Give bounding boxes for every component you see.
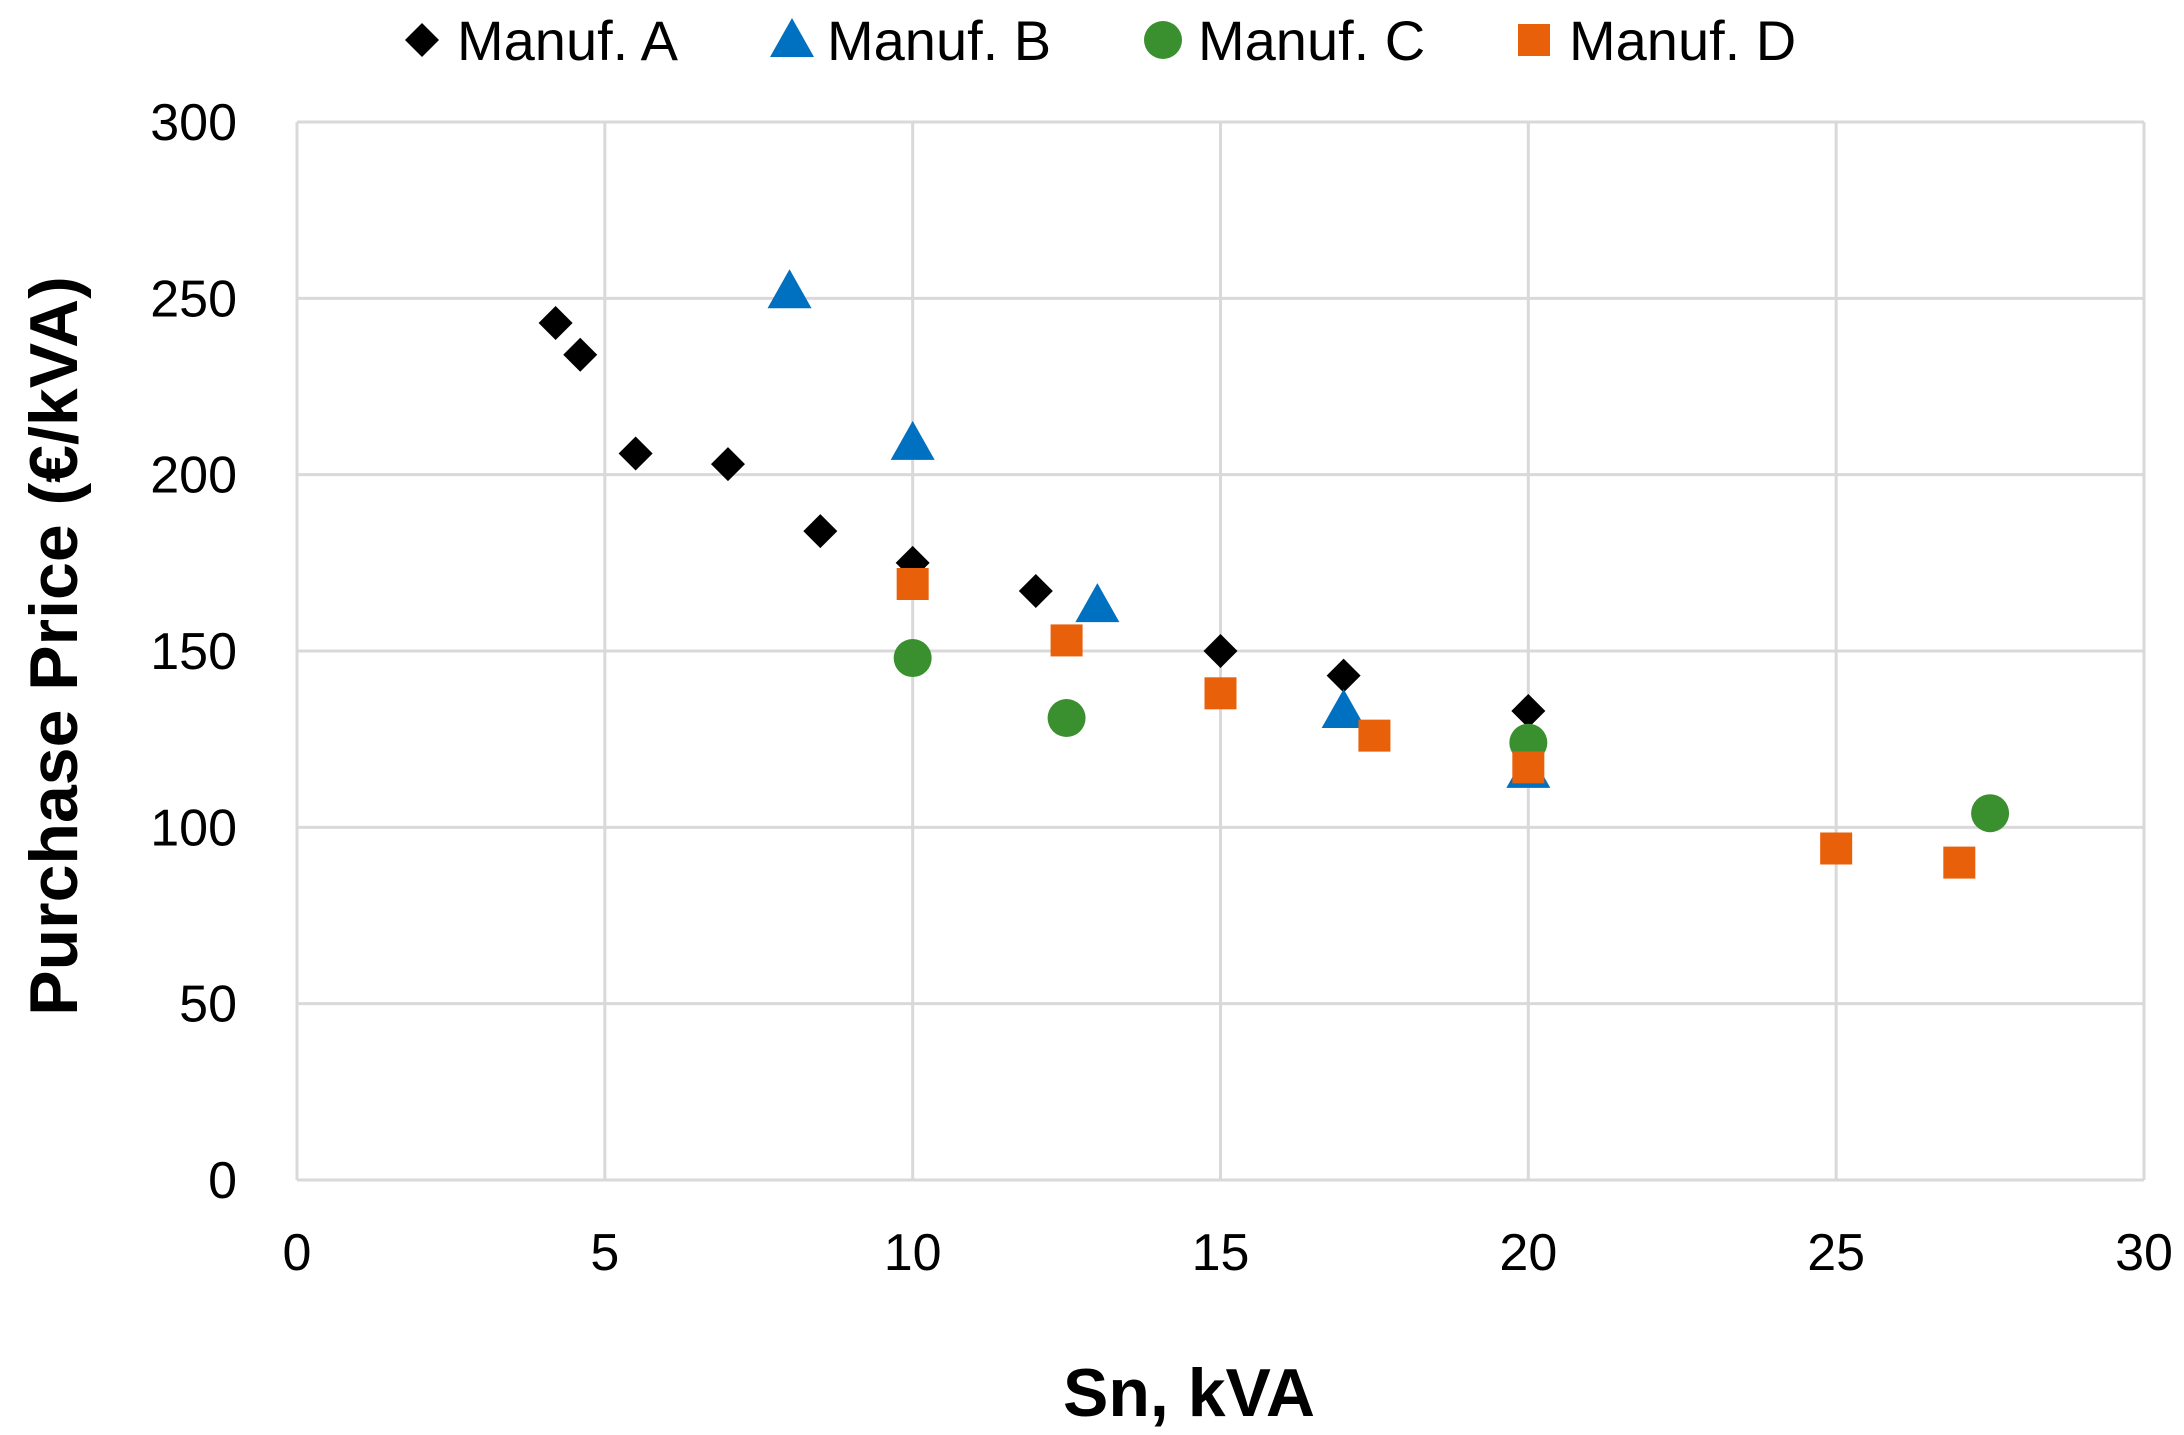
- data-point-manuf-b: [890, 420, 935, 460]
- legend-item: Manuf. A: [405, 9, 679, 72]
- data-point-manuf-d: [1358, 719, 1391, 752]
- x-tick-label: 30: [2115, 1224, 2173, 1282]
- data-point-manuf-b: [767, 269, 812, 309]
- y-tick-label: 50: [179, 976, 237, 1034]
- data-point-manuf-a: [1203, 634, 1238, 668]
- y-axis-title: Purchase Price (€/kVA): [16, 276, 92, 1016]
- legend-marker: [1144, 21, 1182, 59]
- x-tick-label: 20: [1499, 1224, 1557, 1282]
- data-point-manuf-a: [1326, 658, 1361, 693]
- data-point-manuf-c: [1047, 699, 1086, 738]
- data-point-manuf-d: [1820, 832, 1853, 865]
- data-point-manuf-b: [1321, 688, 1366, 728]
- data-point-manuf-a: [538, 306, 573, 341]
- legend-marker: [405, 23, 439, 57]
- tick-labels: 0 50 100 150 200 250 300 0 5 10 15 20 25 30: [150, 94, 2173, 1282]
- data-point-manuf-d: [1050, 624, 1083, 657]
- data-point-manuf-a: [1018, 574, 1053, 609]
- legend-label: Manuf. A: [457, 9, 679, 72]
- data-point-manuf-d: [1512, 751, 1545, 784]
- y-tick-label: 0: [208, 1152, 237, 1210]
- y-tick-label: 100: [150, 799, 237, 857]
- data-point-manuf-c: [1971, 794, 2010, 833]
- x-tick-label: 5: [590, 1224, 619, 1282]
- data-point-manuf-d: [1943, 846, 1976, 879]
- legend-item: Manuf. B: [770, 9, 1051, 72]
- data-point-manuf-d: [896, 567, 929, 600]
- legend-label: Manuf. C: [1198, 9, 1425, 72]
- data-point-manuf-a: [563, 337, 598, 372]
- legend-label: Manuf. D: [1569, 9, 1796, 72]
- data-point-manuf-b: [1075, 583, 1120, 623]
- data-point-manuf-a: [803, 514, 838, 549]
- data-point-manuf-c: [893, 639, 932, 678]
- x-tick-label: 0: [283, 1224, 312, 1282]
- x-axis-title: Sn, kVA: [1063, 1355, 1315, 1431]
- x-tick-label: 15: [1192, 1224, 1250, 1282]
- legend-label: Manuf. B: [827, 9, 1051, 72]
- legend-marker: [770, 18, 814, 57]
- x-tick-label: 10: [884, 1224, 942, 1282]
- grid: [295, 120, 2146, 1182]
- y-tick-label: 200: [150, 447, 237, 505]
- legend-marker: [1518, 24, 1550, 56]
- x-tick-label: 25: [1807, 1224, 1865, 1282]
- y-tick-label: 150: [150, 623, 237, 681]
- data-point-manuf-d: [1204, 677, 1237, 710]
- legend: Manuf. A Manuf. B Manuf. C Manuf. D: [405, 9, 1796, 72]
- data-point-manuf-a: [618, 436, 653, 471]
- legend-item: Manuf. D: [1518, 9, 1796, 72]
- legend-item: Manuf. C: [1144, 9, 1425, 72]
- y-tick-label: 300: [150, 94, 237, 152]
- data-point-manuf-a: [1511, 693, 1546, 728]
- data-points: [538, 269, 2010, 879]
- data-point-manuf-a: [710, 447, 745, 482]
- y-tick-label: 250: [150, 270, 237, 328]
